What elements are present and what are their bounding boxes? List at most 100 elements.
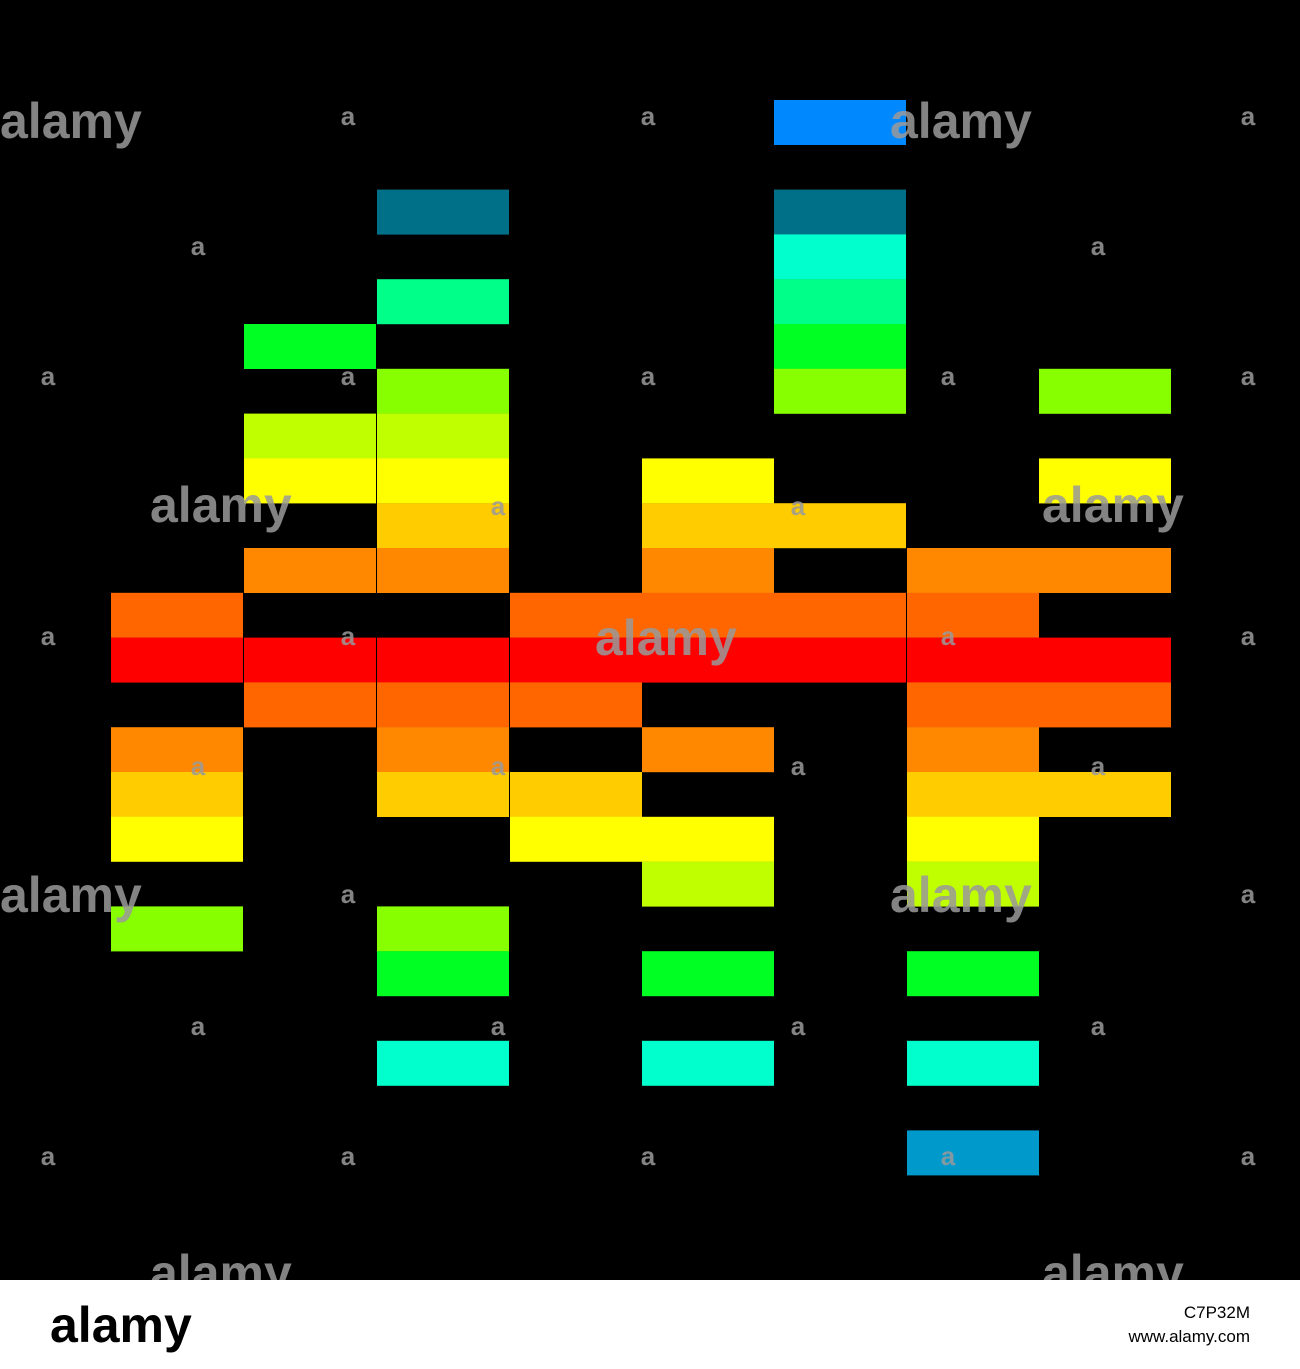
block: [642, 503, 774, 549]
block: [510, 592, 642, 638]
block: [377, 413, 509, 459]
watermark-small: a: [641, 1141, 656, 1171]
watermark: alamy: [150, 477, 292, 533]
block: [774, 637, 906, 683]
block: [111, 727, 243, 773]
watermark-small: a: [491, 751, 506, 781]
block: [907, 637, 1039, 683]
watermark-small: a: [791, 751, 806, 781]
block: [244, 637, 376, 683]
block: [510, 682, 642, 728]
block: [377, 458, 509, 504]
block: [1039, 637, 1171, 683]
block: [642, 816, 774, 862]
block: [774, 503, 906, 549]
watermark-small: a: [1091, 1011, 1106, 1041]
block: [907, 727, 1039, 773]
block: [244, 458, 376, 504]
block: [907, 951, 1039, 997]
block: [244, 682, 376, 728]
block: [907, 1130, 1039, 1176]
watermark-small: a: [1091, 751, 1106, 781]
watermark-small: a: [1241, 361, 1256, 391]
block: [377, 1040, 509, 1086]
footer-logo: alamy: [50, 1297, 192, 1353]
block: [774, 368, 906, 414]
block: [377, 951, 509, 997]
watermark: alamy: [0, 867, 142, 923]
block: [377, 637, 509, 683]
block: [111, 816, 243, 862]
block: [1039, 458, 1171, 504]
footer-bar: [0, 1280, 1300, 1369]
block: [907, 1040, 1039, 1086]
block: [377, 279, 509, 325]
watermark-small: a: [191, 231, 206, 261]
watermark: alamy: [890, 867, 1032, 923]
watermark-small: a: [41, 1141, 56, 1171]
block: [377, 906, 509, 952]
block: [642, 861, 774, 907]
block: [377, 189, 509, 235]
block: [1039, 548, 1171, 593]
watermark-small: a: [641, 101, 656, 131]
image-id: C7P32M: [1184, 1303, 1250, 1322]
block: [510, 816, 642, 862]
watermark-small: a: [1091, 231, 1106, 261]
watermark: alamy: [0, 93, 142, 149]
block: [642, 637, 774, 683]
block: [377, 503, 509, 549]
watermark-small: a: [1241, 101, 1256, 131]
block: [907, 592, 1039, 638]
block: [510, 637, 642, 683]
watermark-small: a: [941, 621, 956, 651]
block: [111, 772, 243, 817]
watermark-small: a: [341, 621, 356, 651]
block: [774, 279, 906, 325]
block: [774, 592, 906, 638]
block: [642, 951, 774, 997]
block: [244, 324, 376, 369]
watermark-small: a: [41, 621, 56, 651]
block: [642, 592, 774, 638]
watermark-small: a: [1241, 879, 1256, 909]
block: [244, 413, 376, 459]
footer-url: www.alamy.com: [1127, 1327, 1250, 1346]
block: [907, 772, 1039, 817]
block: [642, 1040, 774, 1086]
watermark-small: a: [941, 361, 956, 391]
watermark-small: a: [191, 751, 206, 781]
block: [907, 682, 1039, 728]
block: [377, 548, 509, 593]
block: [642, 548, 774, 593]
watermark-small: a: [41, 361, 56, 391]
block: [1039, 682, 1171, 728]
block: [774, 189, 906, 235]
block: [111, 637, 243, 683]
block: [244, 548, 376, 593]
watermark-small: a: [341, 361, 356, 391]
block: [377, 772, 509, 817]
block: [907, 548, 1039, 593]
watermark-small: a: [341, 1141, 356, 1171]
block: [642, 458, 774, 504]
watermark-small: a: [1241, 621, 1256, 651]
block: [377, 727, 509, 773]
block: [377, 682, 509, 728]
block: [510, 772, 642, 817]
block: [774, 234, 906, 280]
block: [774, 324, 906, 369]
block: [642, 727, 774, 773]
watermark-small: a: [491, 1011, 506, 1041]
equalizer: [111, 100, 1171, 1176]
block: [1039, 368, 1171, 414]
watermark-small: a: [791, 1011, 806, 1041]
watermark: alamy: [1042, 477, 1184, 533]
watermark-small: a: [641, 361, 656, 391]
watermark-small: a: [941, 1141, 956, 1171]
block: [111, 592, 243, 638]
watermark-small: a: [791, 491, 806, 521]
watermark: alamy: [890, 93, 1032, 149]
